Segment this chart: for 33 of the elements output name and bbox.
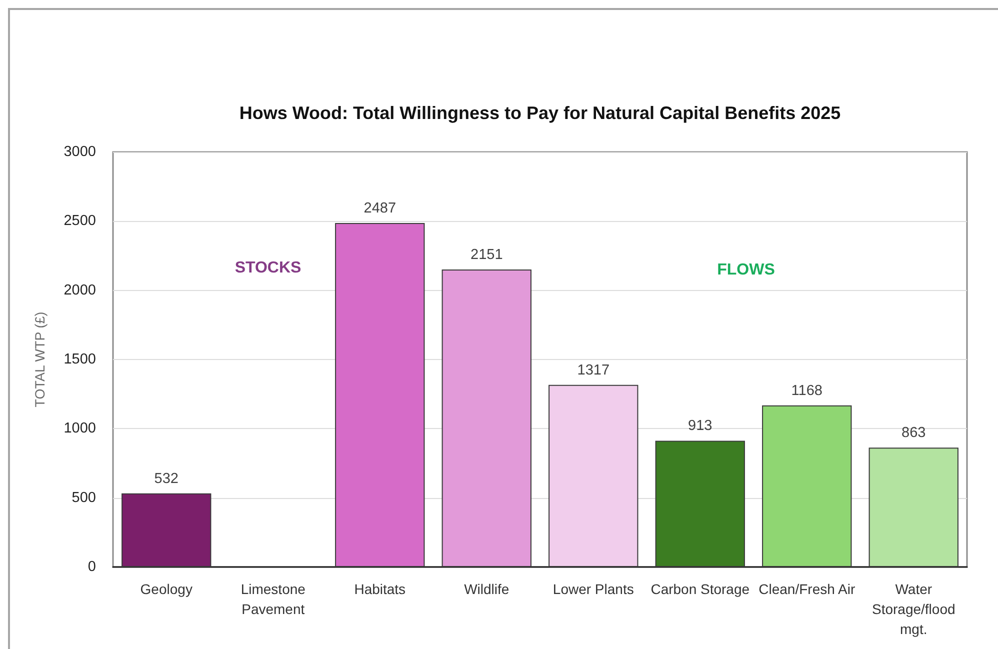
bar (762, 405, 852, 567)
x-tick-label: Water Storage/flood mgt. (872, 581, 956, 637)
x-tick-label: Limestone Pavement (240, 581, 306, 617)
bar (868, 448, 958, 567)
bar (122, 493, 212, 567)
y-tick-label: 0 (88, 559, 96, 575)
y-axis-title: TOTAL WTP (£) (32, 312, 48, 408)
y-tick-label: 1500 (64, 352, 96, 368)
x-tick-label: Geology (140, 581, 192, 597)
bar (442, 269, 532, 567)
chart-title: Hows Wood: Total Willingness to Pay for Natural Capital Benefits 2025 (239, 103, 841, 123)
y-tick-label: 2000 (64, 282, 96, 298)
x-tick-label: Clean/Fresh Air (758, 581, 856, 597)
data-label: 1168 (791, 382, 822, 399)
y-tick-label: 500 (72, 490, 96, 506)
data-label: 532 (154, 470, 178, 487)
y-tick-label: 3000 (64, 144, 96, 160)
annotation: STOCKS (234, 260, 302, 276)
x-tick-label: Habitats (354, 581, 406, 597)
bar (655, 440, 745, 567)
bar (335, 222, 425, 567)
x-tick-label: Carbon Storage (650, 581, 750, 597)
bar (548, 384, 638, 567)
data-label: 913 (688, 418, 712, 434)
y-tick-label: 2500 (64, 213, 96, 230)
data-label: 2151 (470, 246, 503, 263)
x-tick-label: Lower Plants (552, 581, 634, 597)
x-tick-label: Wildlife (464, 581, 510, 597)
data-label: 1317 (577, 362, 610, 378)
data-label: 2487 (364, 200, 396, 216)
annotation: FLOWS (717, 262, 776, 278)
y-tick-label: 1000 (64, 420, 96, 437)
data-label: 863 (902, 425, 926, 442)
